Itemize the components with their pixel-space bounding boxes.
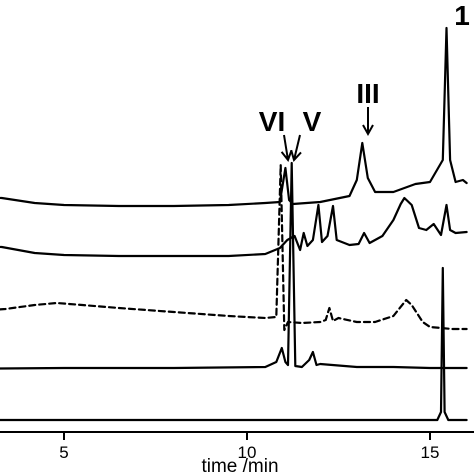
trace-4 (0, 161, 468, 370)
x-tick-label-5: 5 (59, 443, 68, 462)
peak-label-1: 1 (454, 0, 470, 31)
x-tick-label-10: 10 (238, 443, 257, 462)
x-axis-ticks: 5 10 15 (59, 432, 439, 462)
x-tick-label-15: 15 (421, 443, 440, 462)
peak-label-v: V (303, 106, 322, 137)
peak-arrow-v (290, 134, 302, 162)
peak-label-vi: VI (259, 106, 285, 137)
peak-arrows (280, 107, 374, 163)
trace-2 (0, 196, 468, 258)
chromatogram-traces (0, 26, 468, 422)
trace-3 (0, 163, 468, 332)
peak-arrow-vi (280, 134, 293, 163)
x-axis-label: time /min (201, 456, 278, 474)
peak-labels: VI V III 1 (259, 0, 470, 137)
trace-1 (0, 26, 468, 208)
peak-label-iii: III (356, 78, 379, 109)
peak-arrow-iii (362, 107, 374, 137)
trace-5 (0, 266, 468, 422)
